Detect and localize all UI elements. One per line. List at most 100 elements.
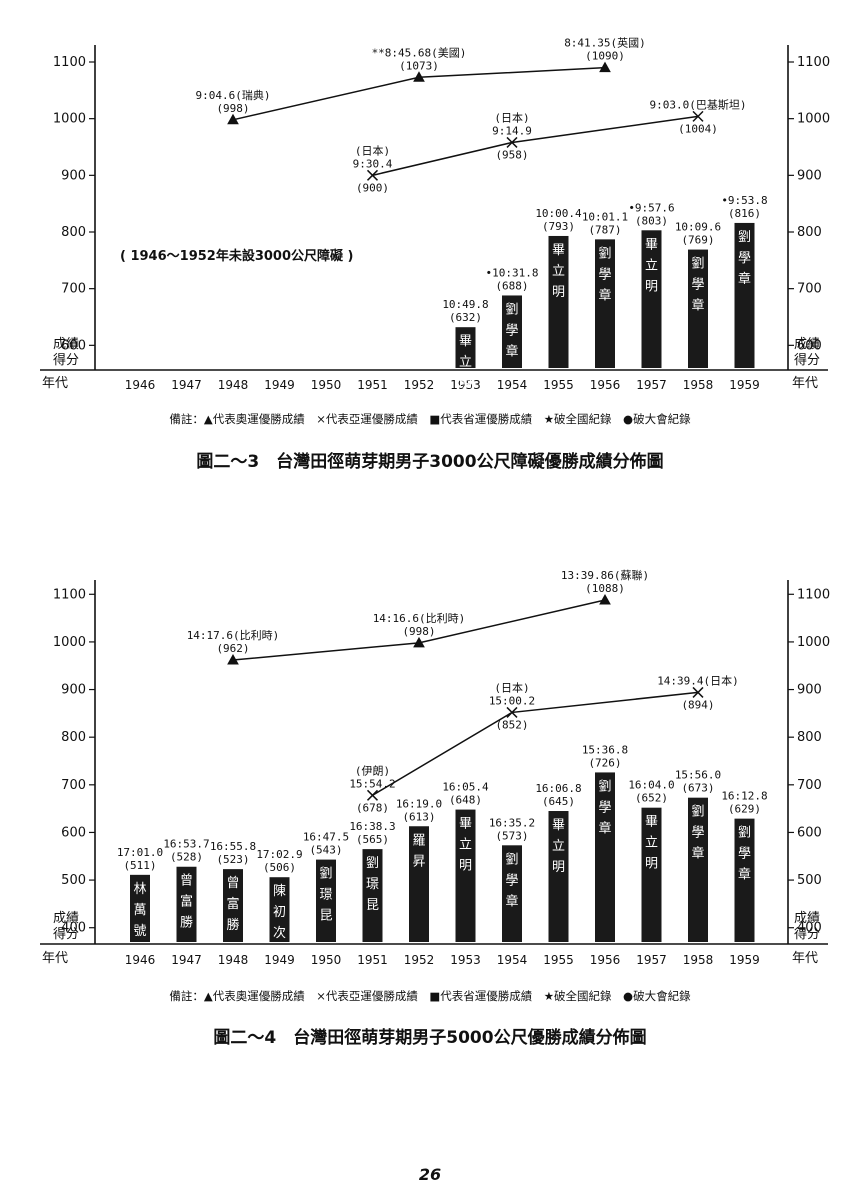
bar-athlete-name-char: 學 xyxy=(691,278,704,293)
bar xyxy=(362,849,383,942)
bar-athlete-name-char: 立 xyxy=(645,836,658,851)
bar xyxy=(316,859,336,942)
bar-athlete-name-char: 初 xyxy=(273,905,286,920)
bar-athlete-name-char: 璟 xyxy=(366,877,379,892)
x-axis-title-left: 年代 xyxy=(42,951,68,966)
bar xyxy=(223,869,243,942)
bar-athlete-name-char: 章 xyxy=(598,820,611,836)
y-tick-label-left: 600 xyxy=(61,825,86,840)
bar-athlete-name-char: 章 xyxy=(738,867,751,883)
y-axis-title-right-1: 成績 xyxy=(794,337,820,352)
chart-legend: 備註：▲代表奧運優勝成績 ×代表亞運優勝成績 ■代表省運優勝成績 ★破全國紀錄 … xyxy=(169,412,691,426)
bar xyxy=(595,772,615,942)
bar xyxy=(502,295,522,368)
bar-athlete-name-char: 劉 xyxy=(505,852,518,867)
bar-athlete-name-char: 勝 xyxy=(180,916,193,931)
triangle-point-label: 9:04.6(瑞典) xyxy=(196,88,271,102)
cross-point-label: (852) xyxy=(495,718,528,731)
bar-athlete-name-char: 畢 xyxy=(459,817,472,832)
cross-point-label: (678) xyxy=(356,801,389,814)
bar-value-label: (793) xyxy=(542,220,575,233)
x-tick-label: 1947 xyxy=(171,953,202,967)
bar-value-label: (632) xyxy=(449,311,482,324)
x-tick-label: 1946 xyxy=(125,953,156,967)
y-tick-label-left: 800 xyxy=(61,225,86,240)
bar xyxy=(641,230,662,368)
bar-value-label: 17:02.9 xyxy=(256,848,302,861)
triangle-point-label: (998) xyxy=(402,625,435,638)
bar-value-label: 15:56.0 xyxy=(675,769,721,782)
x-tick-label: 1951 xyxy=(357,378,388,392)
x-axis-title-left: 年代 xyxy=(42,376,68,391)
cross-series-line xyxy=(372,115,699,177)
y-tick-label-left: 1100 xyxy=(53,587,86,602)
y-tick-label-left: 900 xyxy=(61,683,86,698)
x-tick-label: 1957 xyxy=(636,953,667,967)
cross-marker-b xyxy=(506,706,518,718)
y-axis-title-left-1: 成績 xyxy=(53,911,79,926)
y-tick-label-right: 700 xyxy=(797,778,822,793)
x-axis-title-right: 年代 xyxy=(792,376,818,391)
bar-athlete-name-char: 劉 xyxy=(598,246,611,261)
bar-athlete-name: 林萬號 xyxy=(133,882,146,939)
x-tick-label: 1954 xyxy=(497,953,528,967)
chart-legend: 備註：▲代表奧運優勝成績 ×代表亞運優勝成績 ■代表省運優勝成績 ★破全國紀錄 … xyxy=(169,989,691,1003)
bar-athlete-name-char: 明 xyxy=(645,857,658,872)
bar-value-label: 16:38.3 xyxy=(349,820,395,833)
bar-athlete-name-char: 畢 xyxy=(552,818,565,833)
chart-note: ( 1946～1952年未設3000公尺障礙 ) xyxy=(120,248,353,264)
bar-value-label: (528) xyxy=(170,851,203,864)
bar-value-label: (645) xyxy=(542,795,575,808)
cross-point-label: 9:14.9 xyxy=(492,124,532,137)
bar-athlete-name: 劉學章 xyxy=(505,302,518,359)
triangle-marker xyxy=(413,636,425,648)
triangle-marker xyxy=(227,653,239,665)
y-tick-label-left: 500 xyxy=(61,873,86,888)
cross-point-label: 15:54.2 xyxy=(349,777,395,790)
bar-value-label: (613) xyxy=(402,810,435,823)
bar xyxy=(734,818,755,942)
bar-athlete-name-char: 學 xyxy=(505,323,518,338)
bar-athlete-name-char: 立 xyxy=(552,264,565,279)
x-tick-label: 1959 xyxy=(729,378,760,392)
y-tick-label-right: 500 xyxy=(797,873,822,888)
bar-value-label: 16:47.5 xyxy=(303,831,349,844)
x-tick-label: 1957 xyxy=(636,378,667,392)
triangle-point-label: 13:39.86(蘇聯) xyxy=(561,569,649,582)
bar-value-label: 16:05.4 xyxy=(442,781,489,794)
triangle-point-label: **8:45.68(美國) xyxy=(372,46,467,59)
bar-athlete-name-char: 畢 xyxy=(552,243,565,258)
bar xyxy=(641,807,662,942)
y-tick-label-right: 1100 xyxy=(797,55,830,70)
cross-marker-b xyxy=(366,789,379,801)
bar-athlete-name-char: 明 xyxy=(645,279,658,294)
cross-point-label: (日本) xyxy=(355,143,390,157)
bar-athlete-name-char: 立 xyxy=(459,355,472,370)
bar-athlete-name-char: 明 xyxy=(459,859,472,874)
bar xyxy=(269,877,290,942)
bar-athlete-name-char: 劉 xyxy=(691,805,704,820)
x-tick-label: 1958 xyxy=(683,953,714,967)
bar-value-label: (769) xyxy=(681,234,714,247)
bar-value-label: 16:04.0 xyxy=(628,779,674,792)
bar-athlete-name: 畢立明 xyxy=(645,815,658,872)
bar xyxy=(548,811,569,942)
bar-athlete-name-char: 萬 xyxy=(133,903,146,918)
bar-value-label: (523) xyxy=(216,853,249,866)
triangle-point-label: (998) xyxy=(216,102,249,115)
bar-athlete-name-char: 章 xyxy=(505,893,518,909)
bar-value-label: 17:01.0 xyxy=(117,846,163,859)
bar-athlete-name: 劉學章 xyxy=(598,246,611,303)
bar-value-label: 10:49.8 xyxy=(442,298,488,311)
y-axis-title-left-1: 成績 xyxy=(53,337,79,352)
bar-athlete-name: 劉璟昆 xyxy=(319,867,332,924)
y-tick-label-left: 1000 xyxy=(53,112,86,127)
bar-athlete-name-char: 章 xyxy=(598,287,611,303)
bar xyxy=(455,327,476,368)
x-tick-label: 1954 xyxy=(497,378,528,392)
bar-athlete-name-char: 明 xyxy=(459,376,472,391)
y-tick-label-right: 800 xyxy=(797,730,822,745)
cross-point-label: 9:03.0(巴基斯坦) xyxy=(650,97,747,111)
bar-athlete-name: 劉學章 xyxy=(738,826,751,883)
